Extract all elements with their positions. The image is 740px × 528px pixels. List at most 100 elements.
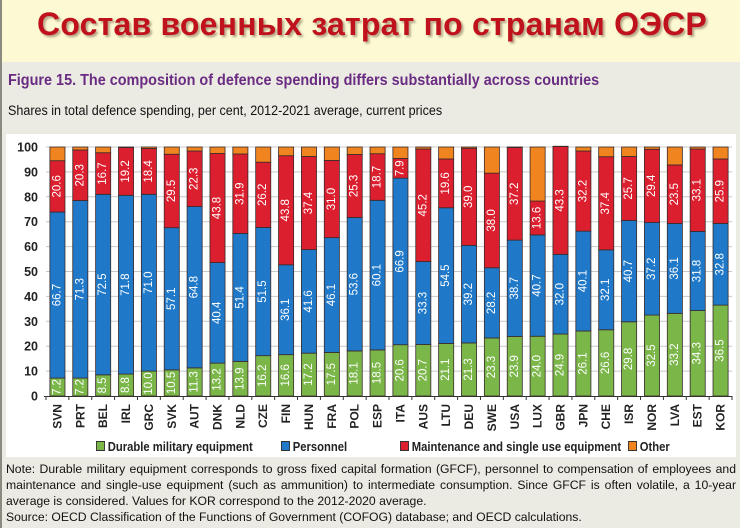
data-label-personnel: 40.7: [532, 274, 544, 296]
x-tick-label: LUX: [531, 404, 545, 428]
x-tick-label: PRT: [73, 403, 87, 428]
data-label-maintenance: 25.9: [715, 180, 727, 202]
y-tick-label: 70: [24, 215, 38, 229]
data-label-personnel: 51.5: [257, 280, 269, 302]
data-label-maintenance: 26.2: [257, 184, 269, 206]
data-label-durable: 13.9: [234, 367, 246, 389]
data-label-maintenance: 29.5: [166, 180, 178, 202]
data-label-maintenance: 20.6: [51, 175, 63, 197]
legend-swatch-durable: [96, 441, 105, 451]
data-label-maintenance: 22.3: [189, 168, 201, 190]
data-label-maintenance: 39.0: [463, 186, 475, 208]
bar-segment-other: [72, 146, 89, 151]
x-tick-label: GBR: [554, 404, 568, 431]
data-label-personnel: 57.1: [166, 288, 178, 310]
data-label-personnel: 36.1: [669, 257, 681, 279]
legend-item-maintenance: Maintenance and single use equipment: [400, 440, 621, 454]
y-tick-label: 50: [24, 265, 38, 279]
data-label-durable: 10.5: [166, 372, 178, 394]
bar-segment-other: [415, 146, 432, 150]
y-tick-label: 100: [17, 141, 38, 155]
x-tick-label: NOR: [645, 404, 659, 431]
bar-segment-other: [232, 146, 249, 155]
data-label-durable: 18.1: [349, 362, 361, 384]
x-tick-label: GRC: [142, 404, 156, 431]
x-tick-label: DEU: [462, 404, 476, 429]
data-label-durable: 29.8: [623, 348, 635, 370]
data-label-durable: 11.3: [189, 371, 201, 393]
legend-label-durable: Durable military equipment: [107, 440, 253, 454]
x-tick-label: DNK: [211, 404, 225, 430]
x-tick-label: LTU: [439, 404, 453, 426]
data-label-durable: 23.3: [486, 356, 498, 378]
data-label-maintenance: 18.7: [372, 166, 384, 188]
banner-title: Состав военных затрат по странам ОЭСР: [37, 6, 707, 42]
data-label-personnel: 71.3: [74, 278, 86, 300]
legend-swatch-other: [628, 441, 637, 451]
data-label-personnel: 66.7: [51, 284, 63, 306]
data-label-durable: 20.7: [417, 359, 429, 381]
bar-segment-other: [369, 146, 386, 155]
bar-segment-other: [461, 146, 477, 149]
data-label-durable: 8.8: [120, 377, 132, 393]
data-label-personnel: 32.8: [715, 253, 727, 275]
data-label-personnel: 71.8: [120, 274, 132, 296]
data-label-durable: 26.6: [600, 352, 612, 374]
data-label-durable: 7.2: [74, 379, 86, 395]
data-label-maintenance: 13.6: [532, 207, 544, 229]
data-label-maintenance: 37.2: [509, 183, 521, 205]
bar-segment-other: [301, 146, 317, 157]
data-label-personnel: 66.9: [394, 250, 406, 272]
data-label-personnel: 71.0: [143, 272, 155, 294]
data-label-durable: 10.0: [143, 372, 155, 394]
data-label-durable: 21.3: [463, 358, 475, 380]
data-label-maintenance: 33.1: [692, 179, 704, 201]
x-tick-label: SVK: [165, 404, 179, 429]
bar-segment-other: [95, 146, 112, 154]
x-tick-label: LVA: [668, 404, 682, 427]
bar-segment-other: [689, 146, 706, 150]
data-label-durable: 32.5: [646, 344, 658, 366]
data-label-personnel: 38.7: [509, 277, 521, 299]
source-text: Source: OECD Classification of the Funct…: [6, 510, 582, 524]
data-label-personnel: 32.0: [555, 283, 567, 305]
data-label-personnel: 33.3: [417, 292, 429, 314]
data-label-maintenance: 7.9: [394, 160, 406, 176]
data-label-maintenance: 31.0: [326, 188, 338, 210]
data-label-personnel: 40.7: [623, 260, 635, 282]
legend-item-durable: Durable military equipment: [96, 440, 253, 454]
data-label-maintenance: 19.6: [440, 172, 452, 194]
x-tick-label: ITA: [393, 404, 407, 423]
data-label-personnel: 40.1: [577, 270, 589, 292]
bar-segment-other: [278, 146, 295, 157]
x-tick-label: SVN: [50, 404, 64, 429]
bar-segment-other: [621, 146, 638, 157]
data-label-maintenance: 38.0: [486, 209, 498, 231]
legend-swatch-personnel: [281, 441, 290, 451]
data-label-maintenance: 25.7: [623, 177, 635, 199]
legend-item-personnel: Personnel: [281, 440, 347, 454]
data-label-durable: 18.5: [372, 362, 384, 384]
x-tick-label: HUN: [302, 404, 316, 430]
data-label-maintenance: 25.3: [349, 175, 361, 197]
y-tick-label: 60: [24, 240, 38, 254]
data-label-durable: 7.2: [51, 379, 63, 395]
x-tick-label: EST: [691, 403, 705, 427]
bar-segment-other: [209, 146, 226, 154]
data-label-personnel: 28.2: [486, 292, 498, 314]
y-tick-label: 30: [24, 315, 38, 329]
data-label-personnel: 64.8: [189, 276, 201, 298]
data-label-durable: 33.2: [669, 343, 681, 365]
data-label-maintenance: 19.2: [120, 160, 132, 182]
data-label-personnel: 40.4: [212, 301, 224, 324]
bar-segment-other: [346, 146, 363, 155]
data-label-personnel: 32.1: [600, 279, 612, 301]
y-tick-label: 80: [24, 190, 38, 204]
data-label-personnel: 72.5: [97, 273, 109, 295]
data-label-personnel: 31.8: [692, 260, 704, 282]
bar-segment-other: [438, 146, 455, 160]
legend-item-other: Other: [628, 440, 670, 454]
data-label-personnel: 39.2: [463, 283, 475, 305]
figure-subtitle: Shares in total defence spending, per ce…: [8, 103, 443, 118]
data-label-maintenance: 43.8: [280, 199, 292, 221]
